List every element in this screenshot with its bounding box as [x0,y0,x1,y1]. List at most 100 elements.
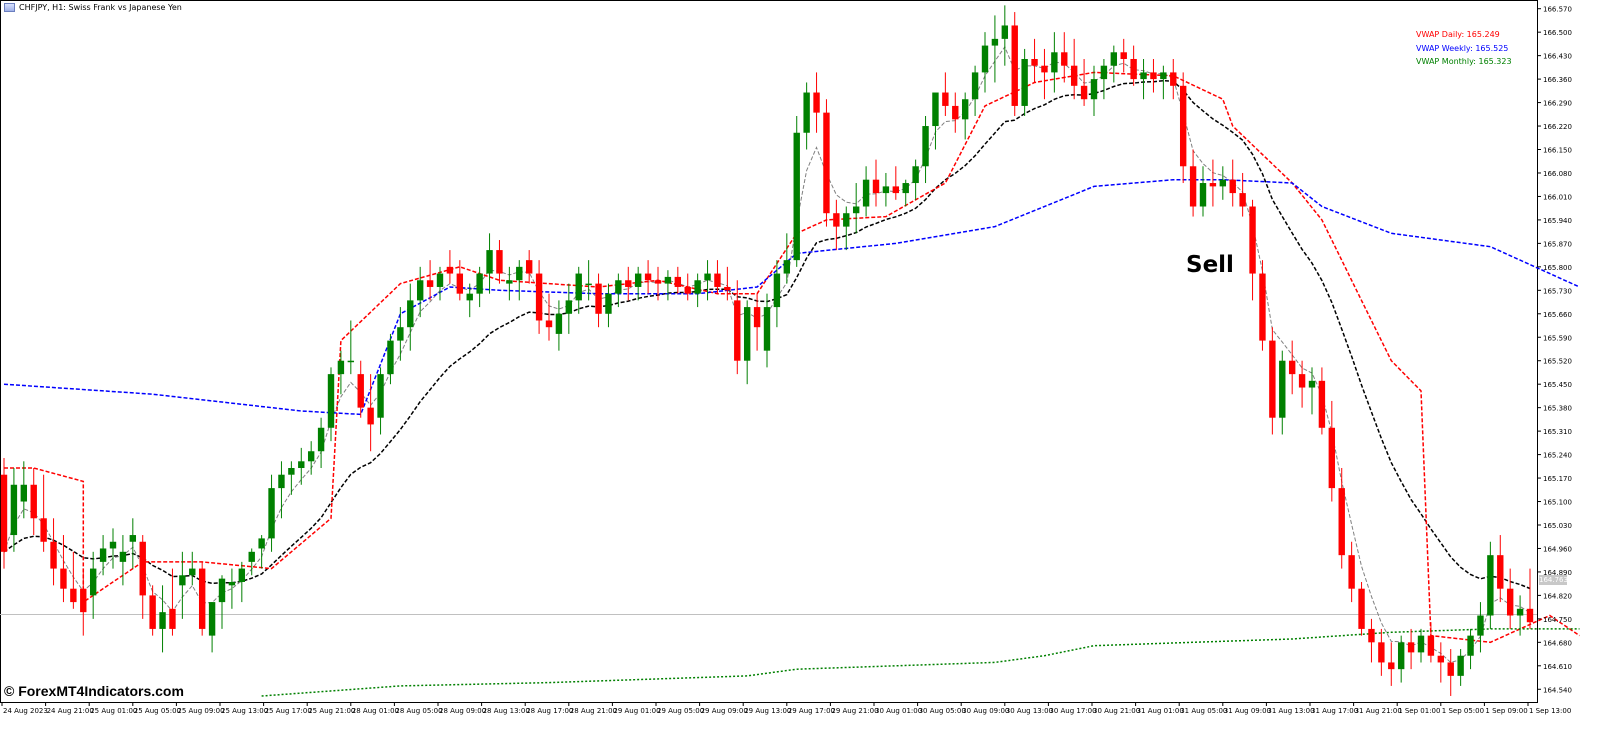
y-tick-label: 166.430 [1543,53,1572,61]
x-tick-label: 30 Aug 17:00 [1049,707,1096,715]
y-tick-label: 165.730 [1543,287,1572,295]
candles-layer [0,5,1534,696]
candle [1110,45,1118,83]
candle-body [1021,58,1028,106]
candle-body [981,45,989,73]
candle [1070,38,1078,100]
candle [1427,622,1435,663]
candle [575,266,582,314]
y-axis-labels: 166.570 166.500 166.430 166.360 166.290 166.2… [1537,6,1572,694]
candle [1001,5,1009,66]
candle-body [1110,52,1118,66]
candle-body [377,374,384,418]
plot-border [0,0,1538,703]
candle [1378,628,1385,676]
candle-body [724,286,731,291]
candle [119,535,127,586]
candle-body [179,575,186,586]
candle-body [555,313,563,334]
candle [347,320,355,375]
candle [734,280,741,375]
candle [1487,541,1494,629]
candle-body [1239,193,1246,207]
candle-body [763,307,771,351]
candle [20,461,28,519]
x-tick-label: 25 Aug 09:00 [177,707,224,715]
candle [1100,58,1108,100]
candle [288,461,295,495]
candle-body [1189,166,1197,207]
candle [694,273,701,308]
candle-body [99,548,107,562]
y-tick-label: 165.310 [1543,428,1572,436]
candle-body [1080,85,1088,100]
x-tick-label: 29 Aug 09:00 [701,707,748,715]
candle-body [1417,635,1425,653]
x-tick-label: 29 Aug 13:00 [744,707,791,715]
candle [1338,468,1345,569]
candle [1328,400,1336,502]
candle [644,260,652,294]
candle-body [1219,179,1227,187]
candle-body [50,541,57,569]
x-tick-label: 30 Aug 05:00 [919,707,966,715]
candle-body [446,266,454,274]
candle-body [466,293,473,301]
candle [109,528,117,569]
y-tick-label: 164.750 [1543,616,1572,624]
x-tick-label: 29 Aug 01:00 [613,707,660,715]
candle-body [1298,374,1306,388]
candle [1120,38,1127,73]
candle [1506,568,1514,629]
candle-body [615,280,622,294]
candle-body [89,568,97,596]
candle [189,551,196,586]
candle [238,561,246,603]
candle [436,266,444,301]
candle-body [1358,588,1365,629]
candle-body [1348,555,1355,589]
candle-body [1160,72,1167,80]
candle [1189,149,1197,217]
candle [545,293,553,341]
candle-body [1041,65,1048,73]
candle-body [347,360,355,363]
x-tick-label: 31 Aug 13:00 [1267,707,1314,715]
candle [922,115,929,184]
candle-body [139,541,146,596]
candle-body [426,280,434,287]
candle-body [1259,273,1266,341]
x-tick-label: 1 Sep 01:00 [1398,707,1440,715]
x-tick-label: 30 Aug 13:00 [1006,707,1053,715]
candle [208,602,216,653]
candle [932,92,939,150]
candle [218,575,226,629]
candle [852,183,860,234]
candle [843,206,850,251]
candle [1229,159,1236,207]
candle-body [436,273,444,287]
candle [942,72,949,116]
candle [773,260,781,328]
candle-body [1100,65,1108,80]
candle-body [1338,488,1345,556]
candle-body [1407,642,1415,653]
candle [0,457,8,569]
candle-body [268,488,275,539]
candle-body [20,484,28,502]
chart-header: CHFJPY, H1: Swiss Frank vs Japanese Yen [4,3,182,12]
candle-body [1090,79,1098,100]
candle [1130,45,1137,86]
candle [872,159,880,207]
x-tick-label: 24 Aug 2023 [3,707,48,715]
candle-body [307,451,315,462]
candle-body [922,126,929,167]
y-tick-label: 164.960 [1543,545,1572,553]
candle-body [644,273,652,281]
candle-body [407,300,414,328]
candle-body [119,551,127,562]
candle-body [258,538,265,549]
candle [1179,72,1187,184]
candle-body [109,541,117,549]
y-tick-label: 164.540 [1543,686,1572,694]
